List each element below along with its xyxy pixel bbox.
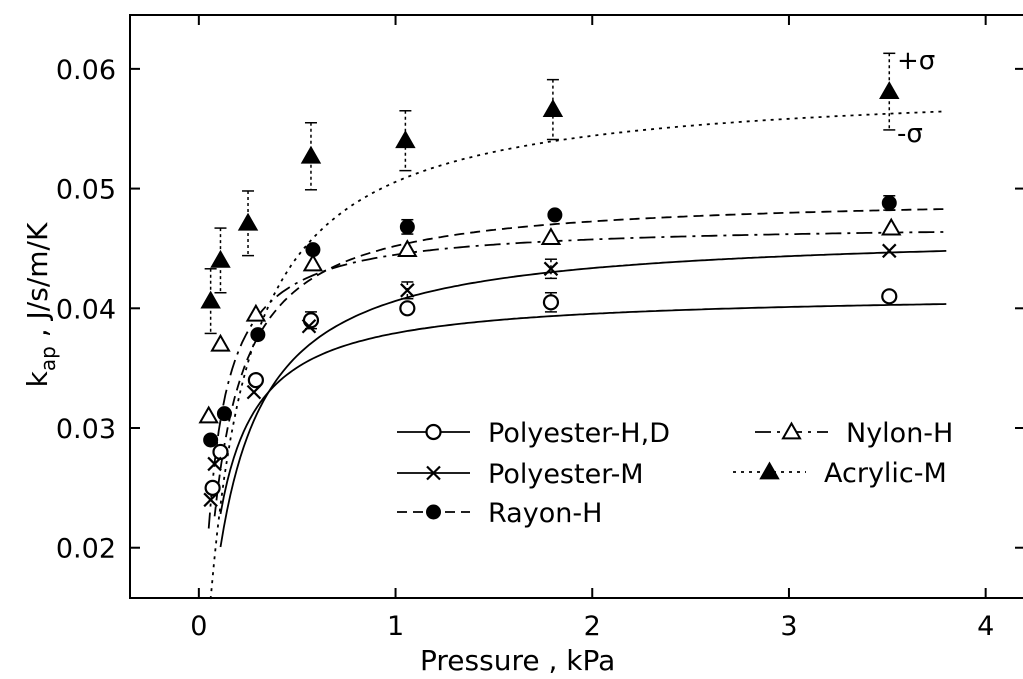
legend-label: Acrylic-M (824, 458, 947, 489)
data-point (247, 372, 264, 389)
data-point (397, 239, 418, 258)
fit-curve (219, 250, 947, 548)
legend-label: Rayon-H (488, 498, 602, 529)
y-tick-label: 0.02 (56, 534, 116, 565)
data-point (879, 81, 900, 99)
data-point (204, 479, 221, 496)
y-tick-label: 0.06 (56, 55, 116, 86)
data-point (301, 318, 317, 334)
x-tick-label: 2 (584, 611, 601, 642)
y-axis-ticks: 0.02 0.03 0.04 0.05 0.06 (56, 55, 1023, 565)
fit-curve (219, 303, 947, 515)
sigma-plus-label: +σ (897, 46, 935, 76)
error-bars (204, 52, 896, 335)
legend-marker (425, 423, 442, 441)
legend-label: Nylon-H (846, 418, 953, 449)
data-point (203, 432, 219, 448)
data-point (207, 456, 222, 472)
y-tick-label: 0.05 (56, 175, 116, 206)
legend-marker (759, 461, 780, 480)
data-point (198, 405, 219, 424)
x-tick-label: 4 (977, 611, 994, 642)
legend: Polyester-H,D Polyester-M Nylon-H Acrylic-M… (397, 418, 953, 529)
data-point (246, 384, 262, 400)
data-point (399, 219, 415, 235)
legend-marker (781, 421, 802, 440)
data-point (881, 288, 898, 305)
data-point (540, 227, 562, 246)
data-point (543, 261, 559, 277)
fit-curve (207, 231, 947, 529)
y-tick-label: 0.04 (56, 294, 116, 325)
fit-curve (213, 208, 947, 517)
legend-marker (426, 504, 441, 520)
data-point (542, 99, 564, 117)
legend-label: Polyester-H,D (488, 418, 670, 449)
sigma-minus-label: -σ (897, 119, 923, 149)
data-point (395, 130, 416, 149)
data-point (203, 492, 218, 508)
data-point (210, 333, 231, 352)
data-point (300, 145, 322, 164)
data-point (881, 243, 897, 259)
x-axis-title: Pressure , kPa (420, 644, 615, 677)
data-markers (198, 81, 902, 508)
data-point (302, 253, 324, 272)
data-point (547, 207, 563, 223)
x-tick-label: 0 (190, 611, 207, 642)
data-point (250, 327, 266, 343)
data-point (245, 303, 267, 322)
fit-curves (207, 110, 947, 600)
data-point (216, 406, 232, 422)
x-tick-label: 3 (780, 611, 797, 642)
data-point (542, 294, 560, 311)
data-point (399, 300, 416, 317)
x-tick-label: 1 (387, 611, 404, 642)
legend-marker (426, 465, 441, 481)
data-point (200, 290, 221, 309)
x-axis-ticks: 0 1 2 3 4 (190, 15, 994, 642)
y-tick-label: 0.03 (56, 414, 116, 445)
plot-frame (129, 14, 1023, 599)
data-point (400, 283, 415, 298)
fit-curve (209, 110, 947, 600)
data-point (881, 217, 902, 236)
data-point (237, 212, 259, 231)
data-point (305, 242, 321, 258)
data-point (881, 195, 897, 211)
y-axis-title: kap , J/s/m/K (21, 222, 60, 387)
data-point (210, 249, 231, 268)
legend-label: Polyester-M (488, 459, 644, 490)
